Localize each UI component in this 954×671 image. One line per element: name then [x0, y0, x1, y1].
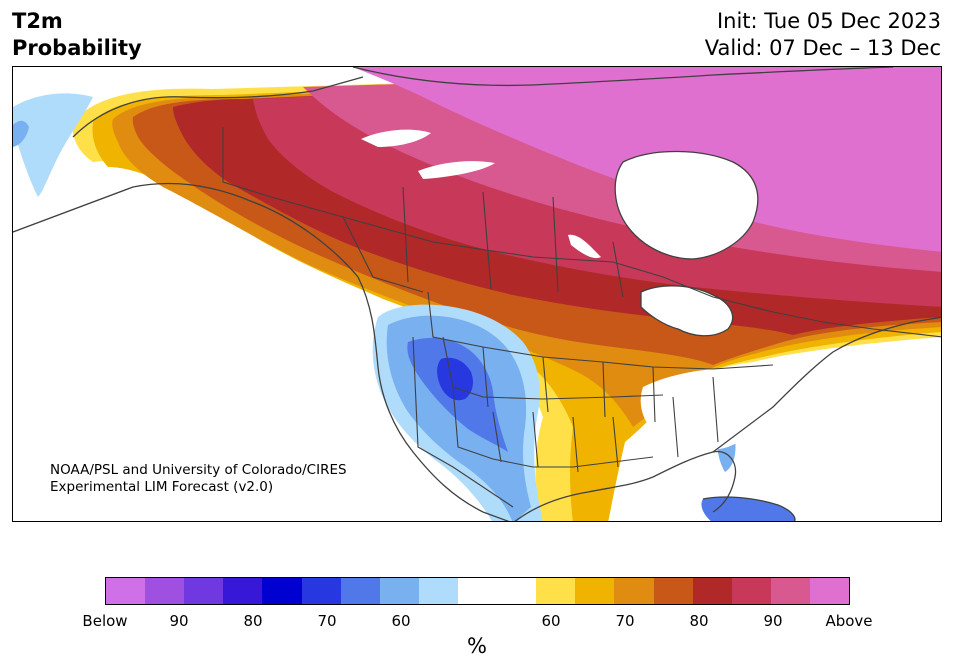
- colorbar-tick-below-80: 80: [243, 612, 263, 630]
- colorbar-below-segment: [340, 578, 380, 604]
- colorbar-tick-below-90: 90: [169, 612, 189, 630]
- colorbar-below-segment: [418, 578, 458, 604]
- colorbar-tick-above-70: 70: [615, 612, 635, 630]
- colorbar-tick-above: Above: [825, 612, 873, 630]
- colorbar-below-segment: [223, 578, 263, 604]
- below-band-cuba: [701, 497, 795, 521]
- colorbar-neutral-segment: [457, 578, 537, 604]
- southeast-neutral: [640, 367, 780, 451]
- map-canvas: [13, 67, 941, 521]
- colorbar-tick-below-60: 60: [391, 612, 411, 630]
- map-credit: NOAA/PSL and University of Colorado/CIRE…: [50, 462, 347, 496]
- coastlines: [13, 67, 941, 521]
- below-band-alaska-edge: [13, 120, 29, 147]
- political-borders: [222, 127, 941, 508]
- colorbar-below-segment: [262, 578, 302, 604]
- map-title: T2m Probability: [12, 8, 142, 62]
- title-product: Probability: [12, 36, 142, 60]
- colorbar-above-segment: [809, 578, 850, 604]
- colorbar-above-segment: [653, 578, 693, 604]
- colorbar-above-segment: [536, 578, 576, 604]
- arctic-lake-1: [361, 129, 431, 147]
- credit-line-1: NOAA/PSL and University of Colorado/CIRE…: [50, 462, 347, 478]
- colorbar-above-segment: [575, 578, 615, 604]
- colorbar-below-segment: [379, 578, 419, 604]
- arctic-lake-2: [418, 161, 495, 179]
- colorbar-tick-below: Below: [82, 612, 128, 630]
- forecast-dates: Init: Tue 05 Dec 2023 Valid: 07 Dec – 13…: [705, 8, 941, 62]
- colorbar-above-segment: [770, 578, 810, 604]
- probability-map: NOAA/PSL and University of Colorado/CIRE…: [12, 66, 942, 522]
- init-date: Init: Tue 05 Dec 2023: [716, 9, 941, 33]
- valid-range: Valid: 07 Dec – 13 Dec: [704, 36, 941, 60]
- colorbar-below-segment: [301, 578, 341, 604]
- probability-colorbar: [105, 577, 850, 605]
- colorbar-unit: %: [467, 634, 487, 658]
- arctic-lake-3: [568, 234, 601, 259]
- colorbar-above-segment: [731, 578, 771, 604]
- credit-line-2: Experimental LIM Forecast (v2.0): [50, 479, 274, 495]
- colorbar-tick-above-90: 90: [763, 612, 783, 630]
- title-variable: T2m: [12, 9, 63, 33]
- colorbar-above-segment: [692, 578, 732, 604]
- colorbar-below-segment: [184, 578, 224, 604]
- hudson-bay: [615, 151, 758, 259]
- colorbar-above-segment: [614, 578, 654, 604]
- below-band-alaska: [13, 93, 93, 197]
- colorbar-tick-below-70: 70: [317, 612, 337, 630]
- colorbar-below-segment: [145, 578, 185, 604]
- colorbar-tick-above-80: 80: [689, 612, 709, 630]
- colorbar-tick-above-60: 60: [541, 612, 561, 630]
- colorbar-below-segment: [106, 578, 146, 604]
- below-band-70: [437, 357, 473, 401]
